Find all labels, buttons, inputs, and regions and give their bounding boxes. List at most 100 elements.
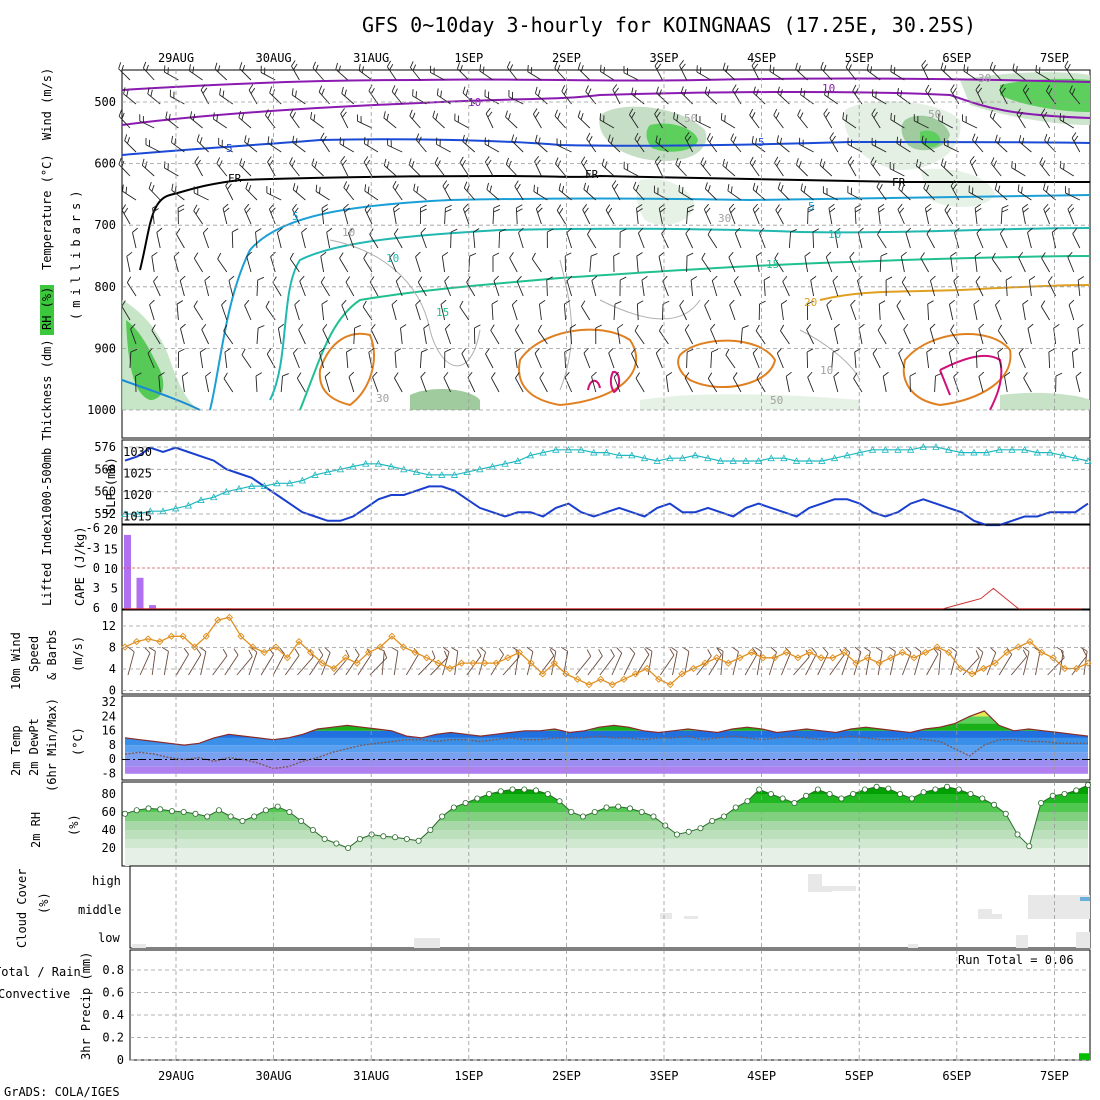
wind-barb	[854, 204, 862, 225]
date-label: 31AUG	[353, 1069, 389, 1083]
rh-point	[1026, 843, 1033, 850]
wind10-point	[910, 654, 918, 662]
wind-barb	[141, 158, 155, 177]
precip-axis-label: 3hr Precip (mm)	[79, 952, 93, 1060]
thickness-point	[159, 507, 167, 515]
rh-point	[709, 818, 716, 825]
wind-barb	[320, 132, 330, 153]
wind10-barb	[369, 650, 388, 676]
wind-barb	[751, 135, 766, 153]
wind-barb	[1035, 65, 1050, 81]
wind-barb	[535, 203, 543, 225]
wind-barb	[686, 252, 694, 273]
rh-point	[850, 791, 857, 798]
wind10-speed-line	[121, 613, 1092, 689]
wind-barb	[383, 158, 397, 177]
wind-barb	[1005, 276, 1013, 297]
wind-barb	[518, 227, 524, 249]
wind-barb	[394, 372, 403, 393]
rh-point	[227, 813, 234, 820]
wind-barb	[291, 60, 300, 81]
wind-barb	[393, 228, 403, 249]
wind-barb	[607, 134, 621, 153]
y-tick-label: 900	[94, 341, 116, 355]
rh-point	[732, 804, 739, 811]
rh-point	[568, 809, 575, 816]
wind-barb	[312, 61, 324, 81]
wind-barb	[392, 180, 403, 201]
date-label: 2SEP	[552, 51, 581, 65]
wind-barb	[728, 251, 736, 273]
wind-barb	[662, 275, 669, 297]
wind-barb	[1017, 184, 1032, 201]
thickness-point	[311, 471, 319, 478]
wind-barb	[1022, 203, 1029, 225]
wind-barb	[484, 89, 500, 105]
wind-barb	[335, 62, 349, 81]
wind-barb	[272, 276, 282, 297]
wind-barb	[975, 348, 983, 369]
wind-barb	[871, 89, 887, 105]
wind10-point	[353, 659, 361, 667]
wind-barb	[556, 138, 572, 153]
wind-barb	[454, 113, 470, 129]
rh-point	[662, 822, 669, 829]
rh-point	[979, 795, 986, 802]
wind-barb	[368, 84, 379, 105]
wind-barb	[221, 299, 228, 321]
wind-barb	[898, 182, 911, 201]
contour-label: 30	[376, 392, 389, 405]
wind10-point	[434, 659, 442, 667]
thickness-point	[653, 457, 661, 464]
wind-barb	[1016, 108, 1026, 129]
wind-barb	[819, 158, 833, 177]
wind-barb	[205, 371, 212, 393]
thickness-point	[704, 454, 712, 462]
wind-barb	[132, 227, 138, 249]
wind-tick-label: 12	[102, 619, 116, 633]
wind-barb	[238, 110, 252, 129]
wind10-point	[1003, 648, 1011, 657]
wind10-barb	[199, 646, 207, 676]
wind-barb	[473, 228, 480, 249]
wind-barb	[800, 183, 814, 201]
wind-barb	[356, 114, 373, 129]
wind10-speed-label: Speed	[27, 636, 41, 672]
wind-barb	[556, 204, 566, 225]
wind-barb	[248, 84, 258, 105]
wind-barb	[515, 204, 523, 225]
wind-barb	[655, 135, 669, 153]
wind-barb	[999, 227, 1008, 249]
wind-barb	[566, 227, 573, 249]
wind-barb	[577, 110, 591, 129]
thickness-point	[501, 459, 509, 467]
thickness-point	[1033, 448, 1041, 456]
wind-barb	[213, 112, 228, 129]
wind-barb	[554, 61, 566, 81]
wind-barb	[776, 135, 790, 153]
wind-barb	[878, 300, 886, 321]
wind-barb	[466, 276, 476, 297]
wind-barb	[169, 89, 185, 105]
cloud-background	[129, 865, 1091, 949]
precip-convective-label: Convective	[0, 987, 70, 1001]
wind-barb	[776, 347, 784, 369]
date-label: 3SEP	[650, 1069, 679, 1083]
rh-point	[603, 804, 610, 811]
wind-barb	[949, 299, 955, 321]
wind-barb	[225, 180, 234, 201]
wind-barb	[850, 299, 857, 321]
wind-barb	[214, 62, 228, 81]
precip-tick-label: 0	[117, 1053, 124, 1067]
wind-barb	[619, 228, 627, 249]
wind-barb	[755, 251, 762, 273]
rh-point	[932, 786, 939, 793]
wind-barb	[1069, 85, 1081, 105]
cape-tick-label: 0	[111, 601, 118, 615]
top-date-axis: 29AUG 30AUG 31AUG 1SEP 2SEP 3SEP 4SEP 5SEP 6SEP 7…	[158, 51, 1069, 65]
date-label: 31AUG	[353, 51, 389, 65]
wind-barb	[436, 88, 451, 105]
wind-barb	[1047, 276, 1057, 297]
wind-barb	[485, 348, 494, 369]
